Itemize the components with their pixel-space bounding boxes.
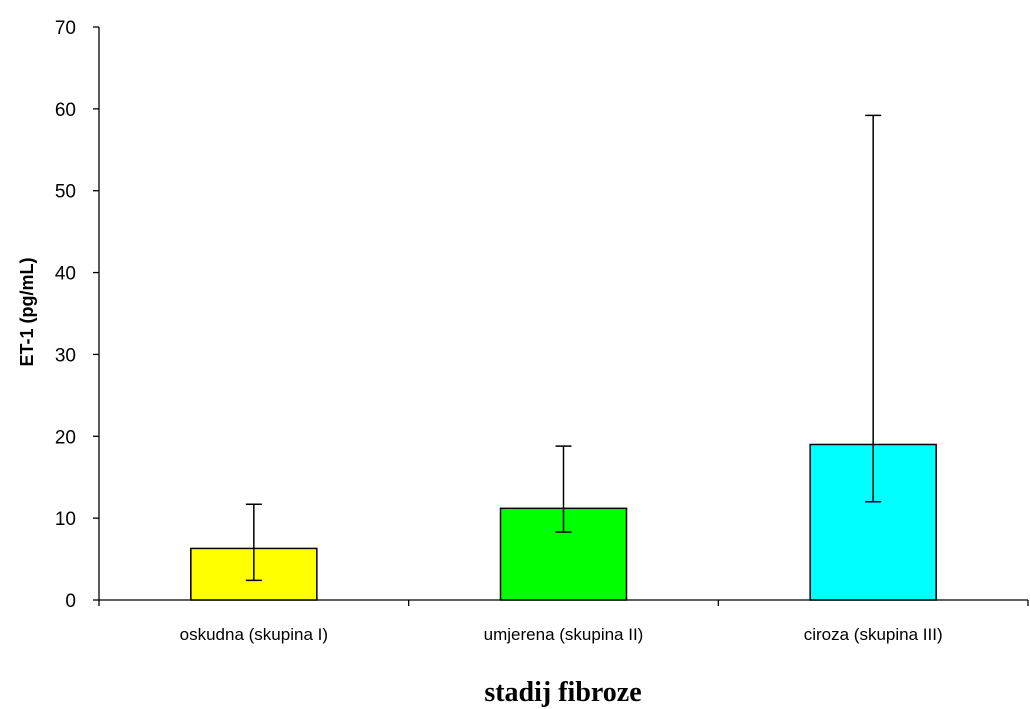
y-tick-label: 0 — [65, 591, 76, 612]
bars — [190, 443, 937, 601]
x-tick-label: ciroza (skupina III) — [804, 625, 943, 644]
y-tick-label: 70 — [55, 18, 76, 39]
y-axis-title: ET-1 (pg/mL) — [17, 258, 37, 367]
y-ticks: 0 10 20 30 40 50 60 70 — [55, 18, 1029, 612]
y-tick-label: 50 — [55, 182, 76, 203]
y-tick-label: 30 — [55, 345, 76, 366]
x-tick-label: oskudna (skupina I) — [180, 625, 328, 644]
y-tick-label: 20 — [55, 427, 76, 448]
y-tick-label: 40 — [55, 264, 76, 285]
x-tick-label: umjerena (skupina II) — [484, 625, 644, 644]
bar — [809, 443, 937, 601]
y-tick-label: 10 — [55, 509, 76, 530]
x-axis-title: stadij fibroze — [484, 677, 641, 708]
x-tick-labels: oskudna (skupina I) umjerena (skupina II)… — [180, 625, 943, 644]
y-tick-label: 60 — [55, 100, 76, 121]
error-bars — [245, 114, 882, 582]
